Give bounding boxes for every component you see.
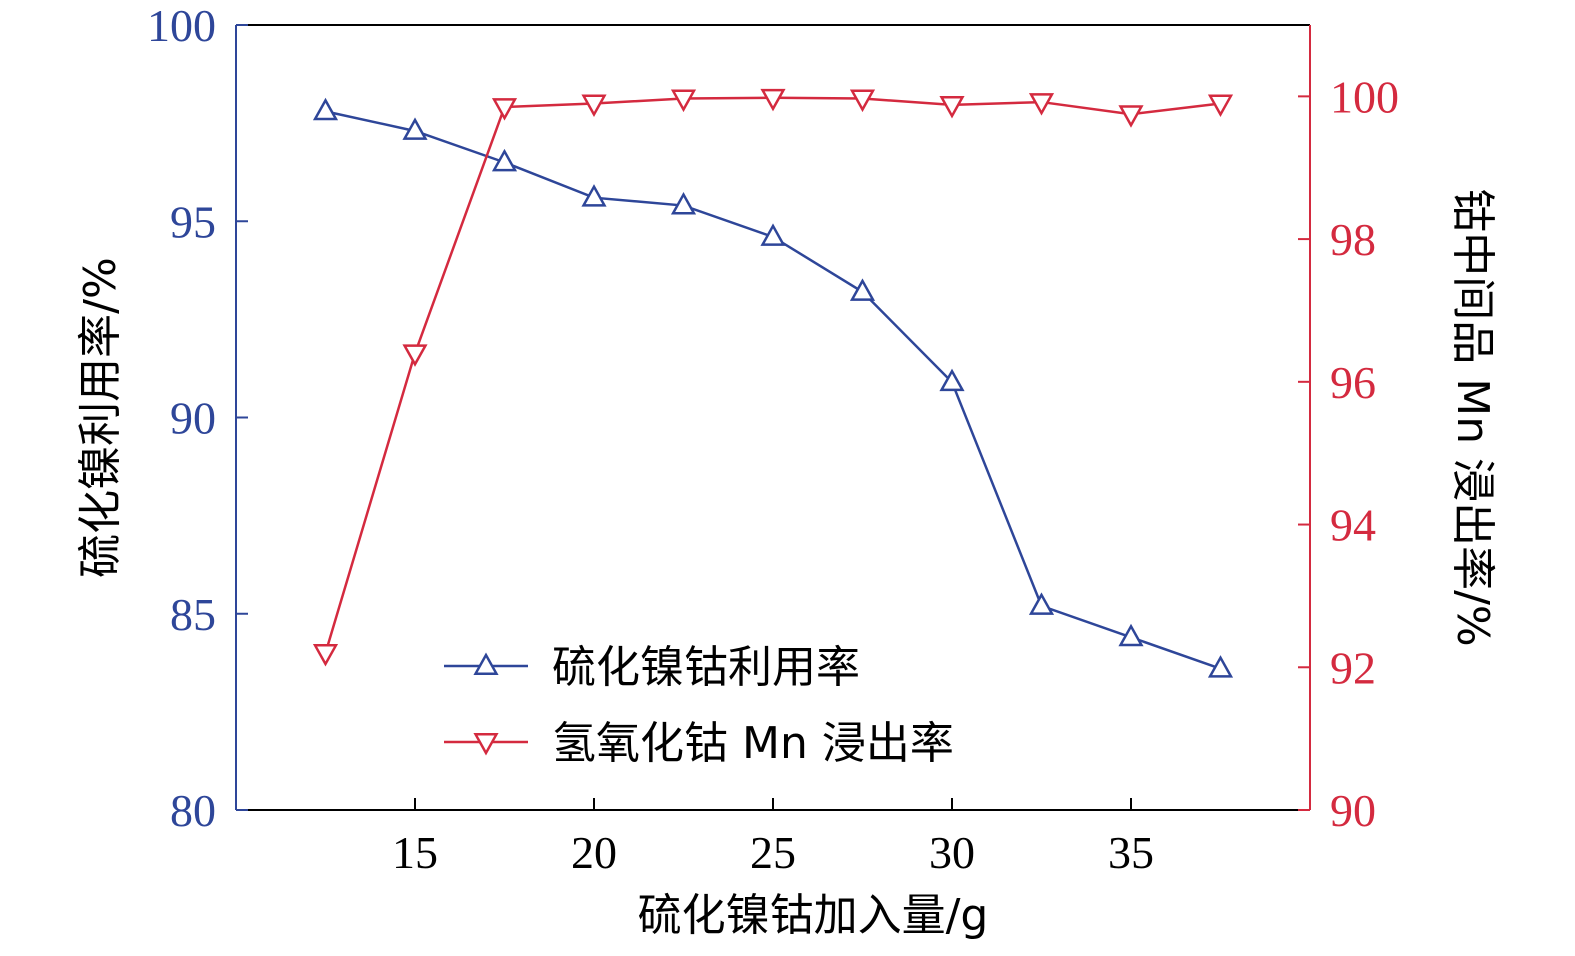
y-right-axis-title: 钴中间品 Mn 浸出率/% — [1447, 188, 1498, 646]
y-left-tick-label: 95 — [170, 196, 216, 247]
axis-titles: 硫化镍钴加入量/g 硫化镍利用率/% 钴中间品 Mn 浸出率/% — [75, 188, 1498, 941]
y-right-tick-label: 90 — [1330, 785, 1376, 836]
data-point-marker — [1028, 592, 1055, 615]
y-right-tick-label: 96 — [1330, 357, 1376, 408]
data-point-marker — [402, 344, 428, 367]
y-right-tick-label: 98 — [1330, 214, 1376, 265]
legend-marker — [473, 652, 499, 675]
data-point-marker — [670, 89, 697, 113]
y-left-tick-label: 80 — [170, 785, 216, 836]
data-point-marker — [939, 95, 965, 119]
y-left-axis-title: 硫化镍利用率/% — [75, 257, 126, 578]
axis-ticks: 15 20 25 30 35 80 85 90 95 100 90 92 94 96 98 100 — [147, 0, 1399, 878]
x-axis-title: 硫化镍钴加入量/g — [638, 890, 989, 941]
data-point-marker — [760, 223, 786, 246]
data-point-marker — [670, 191, 697, 215]
data-point-marker — [1207, 655, 1234, 678]
y-right-tick-label: 100 — [1330, 71, 1399, 122]
data-point-marker — [312, 97, 339, 121]
x-tick-label: 25 — [750, 827, 796, 878]
data-point-marker — [760, 88, 786, 112]
y-right-tick-label: 94 — [1330, 500, 1376, 551]
y-left-tick-label: 100 — [147, 0, 216, 51]
series-2 — [312, 88, 1234, 667]
x-tick-label: 15 — [392, 827, 438, 878]
data-point-marker — [849, 89, 876, 113]
x-tick-label: 35 — [1108, 827, 1154, 878]
series-layer — [312, 88, 1234, 678]
data-point-marker — [1028, 93, 1055, 116]
data-point-marker — [581, 184, 607, 207]
data-point-marker — [1118, 105, 1144, 128]
data-point-marker — [491, 148, 518, 172]
data-point-marker — [581, 94, 607, 118]
legend-item-2: 氢氧化钴 Mn 浸出率 — [444, 718, 954, 769]
data-point-marker — [939, 368, 965, 392]
x-tick-label: 30 — [929, 827, 975, 878]
series-line — [324, 96, 1221, 654]
series-1 — [312, 97, 1234, 678]
y-right-tick-label: 92 — [1330, 642, 1376, 693]
legend-item-1: 硫化镍钴利用率 — [444, 642, 860, 693]
data-point-marker — [849, 278, 876, 301]
y-left-tick-label: 90 — [170, 393, 216, 444]
legend-marker — [473, 733, 499, 756]
data-point-marker — [491, 98, 518, 121]
legend-label: 氢氧化钴 Mn 浸出率 — [552, 718, 954, 769]
y-left-tick-label: 85 — [170, 589, 216, 640]
data-point-marker — [1207, 94, 1234, 118]
x-tick-label: 20 — [571, 827, 617, 878]
legend-label: 硫化镍钴利用率 — [552, 642, 860, 693]
series-line — [325, 110, 1221, 670]
data-point-marker — [402, 117, 428, 140]
data-point-marker — [1118, 623, 1144, 647]
data-point-marker — [312, 644, 339, 667]
